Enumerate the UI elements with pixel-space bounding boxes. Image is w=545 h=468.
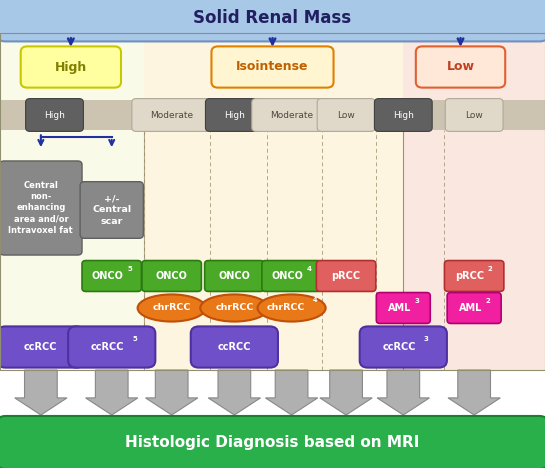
FancyBboxPatch shape [316, 261, 376, 292]
FancyBboxPatch shape [445, 261, 504, 292]
Text: ccRCC: ccRCC [382, 342, 416, 352]
FancyBboxPatch shape [447, 292, 501, 323]
FancyBboxPatch shape [68, 326, 155, 367]
FancyBboxPatch shape [416, 46, 505, 88]
Text: 2: 2 [487, 265, 492, 271]
Text: Solid Renal Mass: Solid Renal Mass [193, 9, 352, 27]
Text: 3: 3 [415, 298, 419, 304]
FancyBboxPatch shape [376, 292, 431, 323]
Polygon shape [320, 370, 372, 415]
Bar [0, 33, 545, 370]
Text: ccRCC: ccRCC [90, 342, 124, 352]
Text: ccRCC: ccRCC [217, 342, 251, 352]
Text: Low: Low [337, 110, 355, 119]
Polygon shape [448, 370, 500, 415]
Text: ONCO: ONCO [219, 271, 250, 281]
Text: Central
non-
enhancing
area and/or
Intravoxel fat: Central non- enhancing area and/or Intra… [9, 181, 73, 235]
Text: High: High [393, 110, 414, 119]
FancyBboxPatch shape [21, 46, 121, 88]
Text: Histologic Diagnosis based on MRI: Histologic Diagnosis based on MRI [125, 435, 420, 450]
Text: 5: 5 [128, 265, 132, 271]
Bar [0, 33, 144, 370]
FancyBboxPatch shape [205, 261, 264, 292]
FancyBboxPatch shape [374, 99, 432, 132]
FancyBboxPatch shape [0, 161, 82, 255]
FancyBboxPatch shape [191, 326, 278, 367]
FancyBboxPatch shape [0, 326, 84, 367]
Text: ccRCC: ccRCC [24, 342, 58, 352]
Text: pRCC: pRCC [455, 271, 485, 281]
Bar [0, 100, 545, 130]
FancyBboxPatch shape [317, 99, 375, 132]
Text: 4: 4 [307, 265, 312, 271]
Text: High: High [54, 60, 87, 73]
FancyBboxPatch shape [205, 99, 263, 132]
Polygon shape [265, 370, 318, 415]
Text: High: High [224, 110, 245, 119]
Text: Isointense: Isointense [236, 60, 309, 73]
Text: 3: 3 [424, 336, 428, 342]
Text: Moderate: Moderate [270, 110, 313, 119]
Text: AML: AML [389, 303, 411, 313]
Text: AML: AML [459, 303, 482, 313]
Text: ONCO: ONCO [271, 271, 303, 281]
FancyBboxPatch shape [142, 261, 202, 292]
FancyBboxPatch shape [360, 326, 447, 367]
FancyBboxPatch shape [445, 99, 503, 132]
Polygon shape [377, 370, 429, 415]
Polygon shape [86, 370, 138, 415]
FancyBboxPatch shape [0, 416, 545, 468]
Text: chrRCC: chrRCC [215, 304, 253, 313]
Text: pRCC: pRCC [331, 271, 361, 281]
Text: Low: Low [465, 110, 483, 119]
Polygon shape [15, 370, 67, 415]
Text: 2: 2 [486, 298, 490, 304]
FancyBboxPatch shape [26, 99, 83, 132]
Bar [403, 33, 545, 370]
Text: 4: 4 [313, 297, 317, 303]
FancyBboxPatch shape [132, 99, 211, 132]
Polygon shape [146, 370, 198, 415]
FancyBboxPatch shape [80, 182, 143, 238]
Polygon shape [208, 370, 261, 415]
FancyBboxPatch shape [211, 46, 334, 88]
FancyBboxPatch shape [82, 261, 141, 292]
Text: chrRCC: chrRCC [153, 304, 191, 313]
Text: Low: Low [446, 60, 475, 73]
FancyBboxPatch shape [252, 99, 331, 132]
Text: 5: 5 [132, 336, 137, 342]
Text: ONCO: ONCO [156, 271, 187, 281]
Text: Moderate: Moderate [150, 110, 193, 119]
Ellipse shape [138, 294, 206, 322]
Text: ONCO: ONCO [92, 271, 123, 281]
Text: chrRCC: chrRCC [267, 304, 305, 313]
Ellipse shape [201, 294, 269, 322]
FancyBboxPatch shape [0, 0, 545, 42]
FancyBboxPatch shape [262, 261, 322, 292]
Bar [144, 33, 403, 370]
Text: +/-
Central
scar: +/- Central scar [92, 194, 131, 226]
Ellipse shape [258, 294, 326, 322]
Text: High: High [44, 110, 65, 119]
